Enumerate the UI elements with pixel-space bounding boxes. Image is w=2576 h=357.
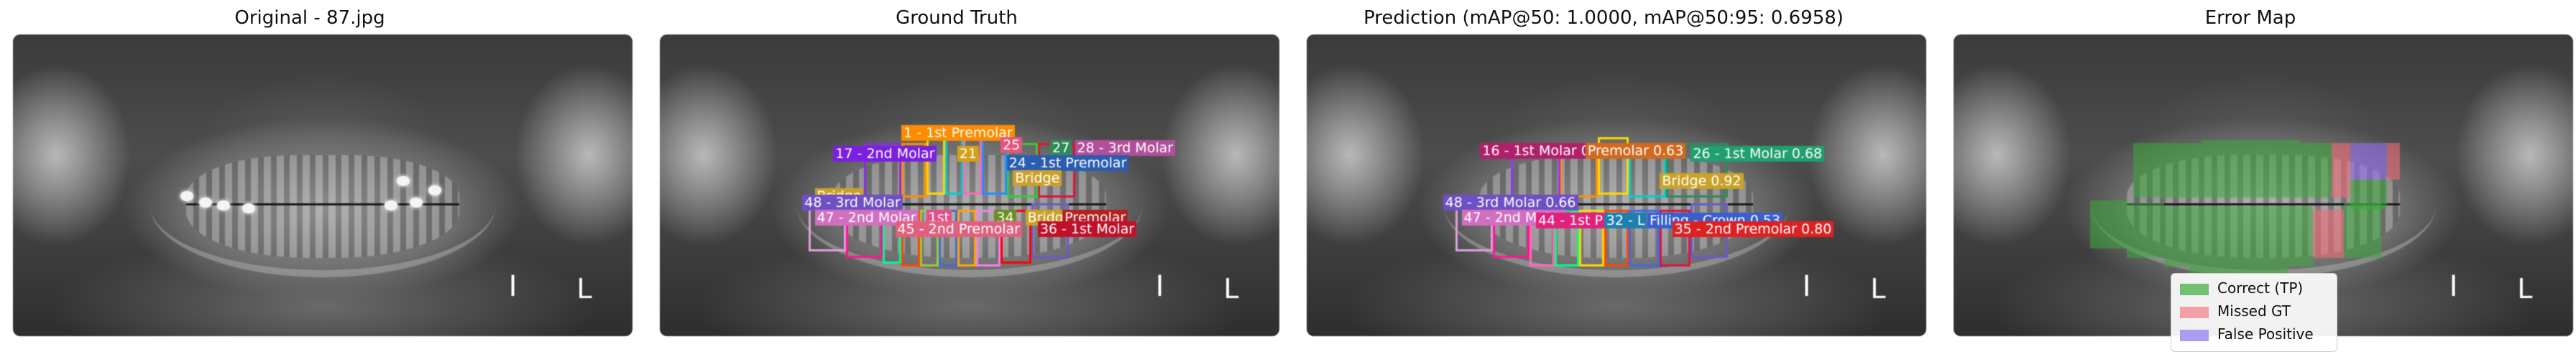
annotation-label: 24 - 1st Premolar — [1006, 155, 1129, 171]
orientation-marker: I — [2449, 269, 2458, 303]
annotation-label: 48 - 3rd Molar — [802, 194, 903, 210]
panel-title: Ground Truth — [896, 7, 1018, 29]
crown-restoration — [198, 197, 212, 208]
error-map-legend: Correct (TP) Missed GT False Positive — [2171, 273, 2337, 352]
legend-swatch — [2180, 306, 2209, 318]
true-positive-region — [2288, 206, 2313, 267]
annotation-label: 1st — [926, 209, 952, 226]
legend-item-tp: Correct (TP) — [2180, 279, 2303, 297]
orientation-marker: L — [1870, 272, 1886, 305]
crown-restoration — [397, 176, 410, 187]
legend-label: Correct (TP) — [2217, 279, 2304, 297]
panel-original: Original - 87.jpg I L — [0, 0, 632, 357]
annotation-label: 27 — [1050, 140, 1072, 156]
missed-gt-region — [2387, 143, 2400, 180]
annotation-box — [901, 143, 926, 198]
orientation-marker: L — [2517, 272, 2533, 305]
legend-label: False Positive — [2217, 325, 2314, 343]
xray-image: 1 - 1st Premolar 17 - 2nd Molar 21 25 27… — [660, 34, 1279, 336]
annotation-label: 28 - 3rd Molar — [1075, 140, 1176, 156]
true-positive-region — [2170, 143, 2202, 198]
prediction-label: 16 - 1st Molar 0.55 — [1480, 143, 1614, 159]
prediction-box — [1665, 143, 1729, 198]
prediction-label: 35 - 2nd Premolar 0.80 — [1672, 221, 1834, 238]
crown-restoration — [242, 203, 255, 214]
annotation-label: 47 - 2nd Molar — [814, 209, 919, 226]
annotation-label: 17 - 2nd Molar — [833, 146, 937, 162]
true-positive-region — [2164, 206, 2189, 267]
crown-restoration — [409, 197, 423, 208]
annotation-label: Bridge — [1025, 209, 1075, 226]
true-positive-region — [2201, 140, 2227, 198]
true-positive-region — [2344, 203, 2381, 258]
orientation-marker: L — [1223, 272, 1239, 305]
orientation-marker: I — [508, 269, 518, 303]
legend-swatch — [2180, 283, 2209, 295]
crown-restoration — [180, 191, 193, 202]
orientation-marker: I — [1155, 269, 1164, 303]
true-positive-region — [2250, 140, 2276, 198]
orientation-marker: L — [576, 272, 592, 305]
annotation-label: Bridge — [1013, 170, 1062, 186]
prediction-label: Bridge 0.92 — [1660, 173, 1744, 190]
prediction-label: 26 - 1st Molar 0.68 — [1690, 146, 1825, 162]
panel-ground-truth: Ground Truth 1 - 1st Premolar 17 - 2nd M… — [647, 0, 1279, 357]
annotation-box — [975, 209, 1001, 267]
annotation-label: 36 - 1st Molar — [1037, 221, 1137, 238]
xray-image: I L — [13, 34, 632, 336]
annotation-label: Premolar — [1062, 209, 1128, 226]
prediction-label: 44 - 1st P — [1535, 212, 1605, 228]
orientation-marker: I — [1802, 269, 1811, 303]
false-positive-region — [2350, 143, 2369, 180]
prediction-box — [1554, 209, 1580, 267]
jaw-outline — [149, 203, 497, 277]
annotation-label: 45 - 2nd Premolar — [895, 221, 1022, 238]
true-positive-region — [2226, 140, 2251, 198]
false-positive-region — [2368, 143, 2388, 180]
legend-swatch — [2180, 329, 2209, 341]
panel-title: Error Map — [2204, 7, 2296, 29]
prediction-box — [1579, 209, 1604, 267]
prediction-box — [1660, 209, 1691, 267]
annotation-label: 1 - 1st Premolar — [901, 125, 1015, 141]
crown-restoration — [428, 185, 441, 195]
panel-prediction: Prediction (mAP@50: 1.0000, mAP@50:95: 0… — [1294, 0, 1926, 357]
true-positive-region — [2276, 140, 2301, 198]
crown-restoration — [217, 200, 231, 210]
true-positive-region — [2214, 206, 2239, 279]
prediction-label: 32 - L — [1604, 212, 1647, 228]
legend-item-fp: False Positive — [2180, 325, 2314, 343]
true-positive-region — [2133, 143, 2171, 198]
annotation-label: 25 — [1000, 136, 1023, 153]
annotation-label: 34 — [994, 209, 1016, 226]
jaw-outline — [1443, 203, 1790, 277]
prediction-label: 48 - 3rd Molar 0.66 — [1443, 194, 1578, 210]
true-positive-region — [2238, 206, 2263, 279]
legend-item-missed: Missed GT — [2180, 302, 2291, 320]
annotation-label: 21 — [957, 146, 979, 162]
xray-image: 16 - 1st Molar 0.55 Premolar 0.63 26 - 1… — [1307, 34, 1926, 336]
prediction-box — [1629, 209, 1660, 267]
missed-gt-region — [2331, 143, 2350, 198]
legend-label: Missed GT — [2217, 302, 2291, 320]
true-positive-region — [2263, 206, 2288, 279]
crown-restoration — [385, 200, 398, 210]
prediction-box — [1604, 209, 1629, 267]
true-positive-region — [2300, 143, 2332, 198]
annotation-box — [957, 209, 976, 267]
panel-title: Prediction (mAP@50: 1.0000, mAP@50:95: 0… — [1363, 7, 1844, 29]
true-positive-region — [2189, 206, 2214, 279]
jaw-outline — [796, 203, 1144, 277]
prediction-box — [1598, 136, 1629, 195]
true-positive-region — [2089, 200, 2128, 249]
panel-title: Original - 87.jpg — [234, 7, 385, 29]
missed-gt-region — [2312, 209, 2345, 258]
true-positive-region — [2127, 203, 2165, 258]
prediction-label: Premolar 0.63 — [1585, 143, 1686, 159]
